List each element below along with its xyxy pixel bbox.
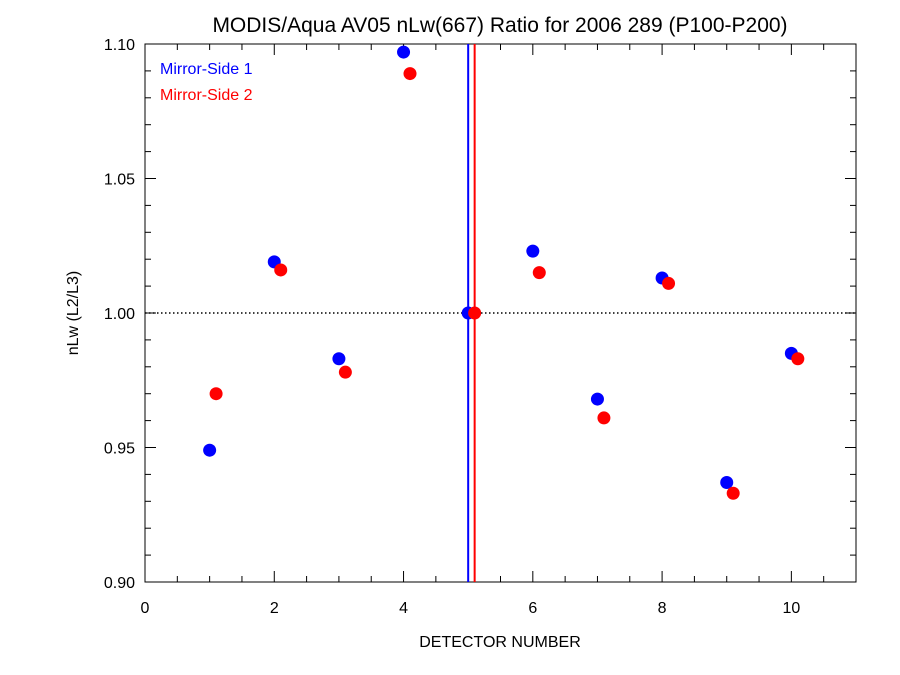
x-tick-label: 6 <box>528 600 537 617</box>
legend: Mirror-Side 1 Mirror-Side 2 <box>160 61 253 104</box>
data-point-series1 <box>526 244 540 258</box>
data-point-series1 <box>203 443 217 457</box>
data-point-series2 <box>532 266 546 280</box>
data-point-series1 <box>332 352 346 366</box>
y-tick-label: 1.05 <box>104 172 135 189</box>
data-point-series2 <box>274 263 288 277</box>
data-point-series2 <box>726 486 740 500</box>
x-tick-label: 10 <box>782 600 800 617</box>
x-tick-label: 2 <box>270 600 279 617</box>
x-tick-label: 8 <box>658 600 667 617</box>
x-axis-title: DETECTOR NUMBER <box>419 634 581 651</box>
reference-lines <box>145 44 856 582</box>
y-tick-label: 1.10 <box>104 37 135 54</box>
data-point-series1 <box>397 45 411 59</box>
data-point-series2 <box>468 306 482 320</box>
y-tick-label: 0.90 <box>104 575 135 592</box>
data-point-series2 <box>597 411 611 425</box>
data-point-series2 <box>338 365 352 379</box>
data-point-series1 <box>720 475 734 489</box>
axis-ticks: 0 2 4 6 8 10 0.90 0.95 1.00 1.05 1.10 <box>104 37 857 617</box>
data-points <box>203 45 805 500</box>
legend-entry: Mirror-Side 2 <box>160 87 253 104</box>
data-point-series1 <box>590 392 604 406</box>
data-point-series2 <box>209 387 223 401</box>
chart-title: MODIS/Aqua AV05 nLw(667) Ratio for 2006 … <box>212 14 787 37</box>
data-point-series2 <box>791 352 805 366</box>
y-axis-title: nLw (L2/L3) <box>65 271 82 356</box>
data-point-series2 <box>662 276 676 290</box>
y-tick-label: 1.00 <box>104 306 135 323</box>
y-tick-label: 0.95 <box>104 441 135 458</box>
x-tick-label: 4 <box>399 600 408 617</box>
x-tick-label: 0 <box>141 600 150 617</box>
data-point-series2 <box>403 67 417 81</box>
legend-entry: Mirror-Side 1 <box>160 61 253 78</box>
